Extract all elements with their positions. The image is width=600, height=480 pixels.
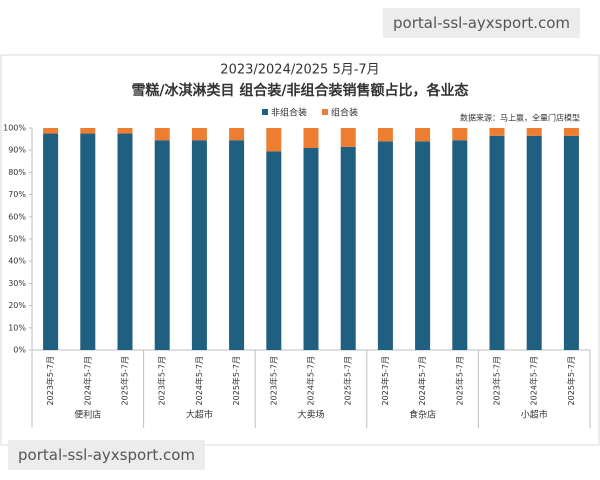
x-tick-label: 2024年5-7月 — [529, 356, 539, 405]
group-label: 食杂店 — [409, 409, 436, 421]
y-tick-label: 30% — [8, 279, 26, 288]
x-tick-label: 2023年5-7月 — [380, 356, 390, 405]
bar-segment — [117, 133, 133, 350]
bar-segment — [80, 133, 96, 350]
y-tick-label: 60% — [8, 212, 26, 221]
x-tick-label: 2025年5-7月 — [566, 356, 576, 405]
y-tick-label: 20% — [8, 301, 26, 310]
bar-segment — [415, 128, 431, 142]
watermark: portal-ssl-ayxsport.com — [383, 8, 581, 38]
legend-swatch — [322, 109, 329, 115]
bar-segment — [303, 128, 319, 148]
bar-segment — [229, 128, 245, 141]
y-tick-label: 10% — [8, 323, 26, 332]
bar-segment — [340, 128, 356, 147]
watermark: portal-ssl-ayxsport.com — [8, 440, 206, 470]
bar-segment — [563, 135, 579, 350]
y-tick-label: 0% — [13, 346, 26, 355]
chart-subtitle: 雪糕/冰淇淋类目 组合装/非组合装销售额占比，各业态 — [131, 82, 468, 99]
legend-label: 组合装 — [331, 107, 358, 119]
x-tick-label: 2023年5-7月 — [268, 356, 278, 405]
bar-segment — [229, 140, 245, 350]
bar-segment — [489, 135, 505, 350]
group-label: 大卖场 — [297, 409, 324, 421]
bar-segment — [266, 151, 282, 350]
x-tick-label: 2023年5-7月 — [45, 356, 55, 405]
bar-segment — [154, 128, 170, 141]
group-label: 便利店 — [74, 409, 101, 421]
bar-segment — [526, 128, 542, 136]
x-tick-label: 2024年5-7月 — [306, 356, 316, 405]
bar-segment — [452, 140, 468, 350]
bar-segment — [154, 140, 170, 350]
x-tick-label: 2025年5-7月 — [343, 356, 353, 405]
group-label: 大超市 — [186, 409, 213, 421]
bar-segment — [43, 128, 59, 134]
bar-segment — [80, 128, 96, 134]
bar-segment — [563, 128, 579, 136]
bar-segment — [43, 133, 59, 350]
y-tick-label: 70% — [8, 190, 26, 199]
bar-segment — [191, 128, 207, 141]
chart-title: 2023/2024/2025 5月-7月 — [220, 63, 379, 78]
y-tick-label: 100% — [3, 124, 26, 133]
bar-segment — [377, 141, 393, 350]
bar-segment — [303, 147, 319, 350]
legend-label: 非组合装 — [271, 107, 307, 119]
y-tick-label: 50% — [8, 235, 26, 244]
bar-segment — [340, 146, 356, 350]
x-tick-label: 2025年5-7月 — [454, 356, 464, 405]
x-tick-label: 2024年5-7月 — [417, 356, 427, 405]
x-tick-label: 2024年5-7月 — [194, 356, 204, 405]
bar-segment — [415, 141, 431, 350]
x-tick-label: 2023年5-7月 — [492, 356, 502, 405]
source-note: 数据来源：马上赢，全量门店模型 — [460, 113, 580, 123]
bar-segment — [191, 140, 207, 350]
x-tick-label: 2025年5-7月 — [231, 356, 241, 405]
x-tick-label: 2025年5-7月 — [120, 356, 130, 405]
x-tick-label: 2024年5-7月 — [82, 356, 92, 405]
bar-segment — [117, 128, 133, 134]
bar-segment — [489, 128, 505, 136]
bar-segment — [377, 128, 393, 142]
x-tick-label: 2023年5-7月 — [157, 356, 167, 405]
y-tick-label: 90% — [8, 146, 26, 155]
bar-segment — [452, 128, 468, 141]
y-tick-label: 80% — [8, 168, 26, 177]
bar-segment — [266, 128, 282, 152]
y-tick-label: 40% — [8, 257, 26, 266]
group-label: 小超市 — [521, 409, 548, 421]
legend-swatch — [262, 109, 268, 115]
bar-segment — [526, 135, 542, 350]
